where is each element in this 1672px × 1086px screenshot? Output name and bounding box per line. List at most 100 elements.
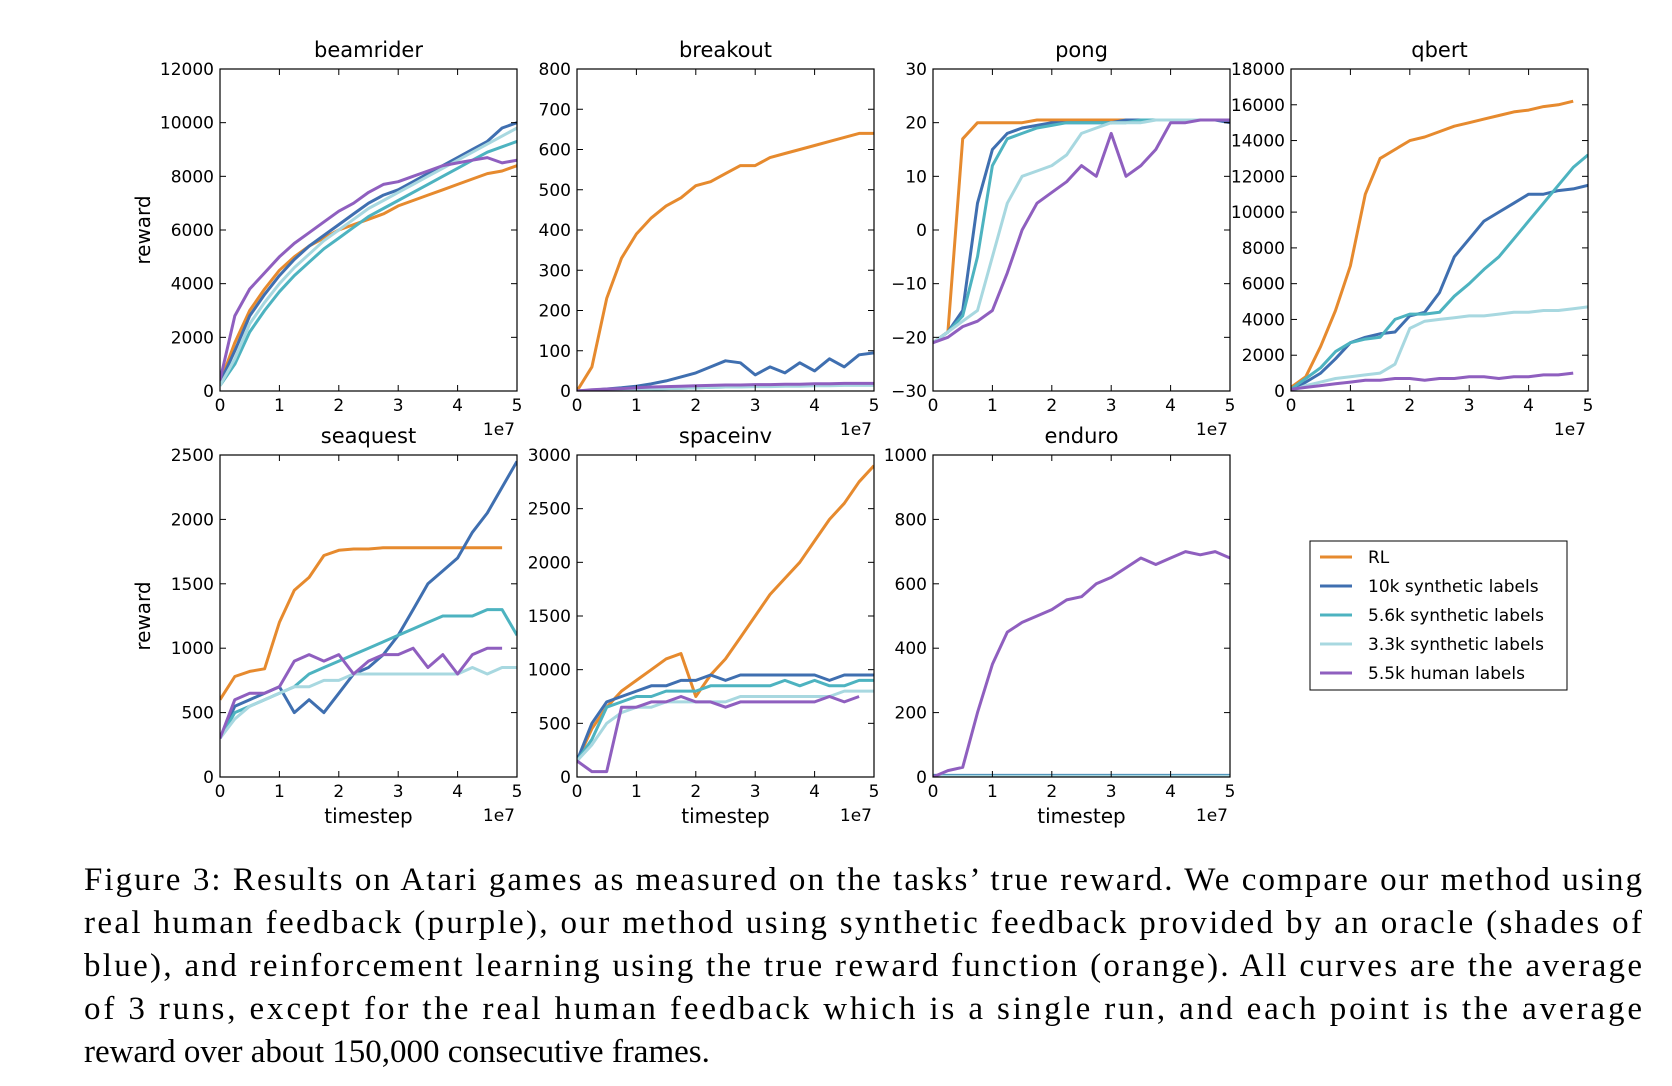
series-line — [220, 666, 517, 740]
plot-area — [220, 460, 517, 740]
caption-line: blue), and reinforcement learning using … — [84, 948, 1642, 984]
y-tick-label: 1500 — [528, 607, 571, 627]
x-tick-label: 4 — [1523, 396, 1534, 416]
y-tick-label: 16000 — [1231, 96, 1285, 116]
series-line — [933, 550, 1230, 777]
y-tick-label: 0 — [1274, 382, 1285, 402]
offset-label: 1e7 — [1196, 420, 1228, 440]
x-tick-label: 2 — [1046, 396, 1057, 416]
x-tick-label: 4 — [1165, 782, 1176, 802]
x-tick-label: 5 — [512, 782, 523, 802]
series-line — [220, 139, 517, 387]
x-tick-label: 5 — [1225, 396, 1236, 416]
series-line — [1291, 183, 1588, 391]
x-tick-label: 3 — [1464, 396, 1475, 416]
x-tick-label: 5 — [869, 396, 880, 416]
series-line — [220, 546, 503, 701]
y-tick-label: 0 — [916, 221, 927, 241]
plot-area — [933, 550, 1230, 777]
x-tick-label: 0 — [928, 782, 939, 802]
y-tick-label: 2000 — [171, 328, 214, 348]
chart-title: beamrider — [314, 38, 423, 62]
offset-label: 1e7 — [840, 806, 872, 826]
y-axis-label: reward — [131, 581, 155, 650]
y-tick-label: 8000 — [171, 167, 214, 187]
y-tick-label: 0 — [560, 768, 571, 788]
x-tick-label: 1 — [631, 782, 642, 802]
x-tick-label: 3 — [1106, 396, 1117, 416]
legend-label: 5.5k human labels — [1368, 664, 1525, 684]
x-tick-label: 3 — [750, 782, 761, 802]
offset-label: 1e7 — [840, 420, 872, 440]
y-tick-label: 14000 — [1231, 132, 1285, 152]
axes-frame — [932, 68, 1231, 392]
x-axis-label: timestep — [324, 804, 412, 828]
series-line — [1291, 99, 1574, 389]
y-tick-label: 2000 — [171, 510, 214, 530]
x-tick-label: 2 — [690, 782, 701, 802]
x-tick-label: 3 — [750, 396, 761, 416]
series-line — [933, 118, 1230, 344]
axes-frame — [1290, 68, 1589, 392]
series-line — [577, 381, 874, 391]
series-line — [220, 164, 517, 384]
x-tick-label: 4 — [809, 782, 820, 802]
y-tick-label: 1000 — [884, 446, 927, 466]
x-tick-label: 2 — [690, 396, 701, 416]
chart-title: pong — [1055, 38, 1108, 62]
y-tick-label: 0 — [203, 768, 214, 788]
x-tick-label: 2 — [1046, 782, 1057, 802]
x-axis-label: timestep — [681, 804, 769, 828]
x-tick-label: 0 — [215, 782, 226, 802]
series-line — [933, 118, 1230, 345]
x-tick-label: 4 — [1165, 396, 1176, 416]
legend-label: 10k synthetic labels — [1368, 577, 1539, 597]
y-tick-label: 2500 — [171, 446, 214, 466]
series-line — [577, 131, 874, 391]
chart-title: enduro — [1045, 424, 1119, 448]
chart-title: spaceinv — [679, 424, 772, 448]
y-tick-label: 10000 — [1231, 203, 1285, 223]
series-line — [220, 156, 517, 381]
y-tick-label: 3000 — [528, 446, 571, 466]
x-tick-label: 1 — [274, 782, 285, 802]
y-tick-label: −30 — [891, 382, 927, 402]
y-tick-label: 200 — [539, 302, 571, 322]
series-line — [1291, 305, 1588, 391]
series-line — [577, 678, 874, 762]
x-tick-label: 2 — [1404, 396, 1415, 416]
y-tick-label: 4000 — [1242, 310, 1285, 330]
y-tick-label: 500 — [539, 714, 571, 734]
y-tick-label: 1500 — [171, 575, 214, 595]
axes-frame — [219, 68, 518, 392]
y-tick-label: 600 — [895, 575, 927, 595]
x-tick-label: 3 — [1106, 782, 1117, 802]
y-tick-label: 12000 — [1231, 167, 1285, 187]
x-tick-label: 2 — [333, 782, 344, 802]
y-tick-label: 1000 — [171, 639, 214, 659]
x-tick-label: 5 — [869, 782, 880, 802]
x-tick-label: 0 — [928, 396, 939, 416]
series-line — [577, 695, 860, 774]
caption-line: of 3 runs, except for the real human fee… — [84, 991, 1642, 1027]
caption-line: Figure 3: Results on Atari games as meas… — [84, 862, 1642, 898]
y-tick-label: 1000 — [528, 661, 571, 681]
x-tick-label: 4 — [452, 782, 463, 802]
y-tick-label: 18000 — [1231, 60, 1285, 80]
series-line — [577, 673, 874, 762]
legend-label: 3.3k synthetic labels — [1368, 635, 1544, 655]
offset-label: 1e7 — [1196, 806, 1228, 826]
y-tick-label: 2000 — [528, 553, 571, 573]
x-tick-label: 0 — [1286, 396, 1297, 416]
y-tick-label: 4000 — [171, 275, 214, 295]
y-tick-label: 100 — [539, 342, 571, 362]
series-line — [1291, 153, 1588, 391]
y-tick-label: 2500 — [528, 500, 571, 520]
y-tick-label: 800 — [539, 60, 571, 80]
x-tick-label: 3 — [393, 782, 404, 802]
y-tick-label: 200 — [895, 704, 927, 724]
y-tick-label: 10000 — [160, 114, 214, 134]
y-axis-label: reward — [131, 195, 155, 264]
y-tick-label: 6000 — [1242, 275, 1285, 295]
x-tick-label: 5 — [1225, 782, 1236, 802]
